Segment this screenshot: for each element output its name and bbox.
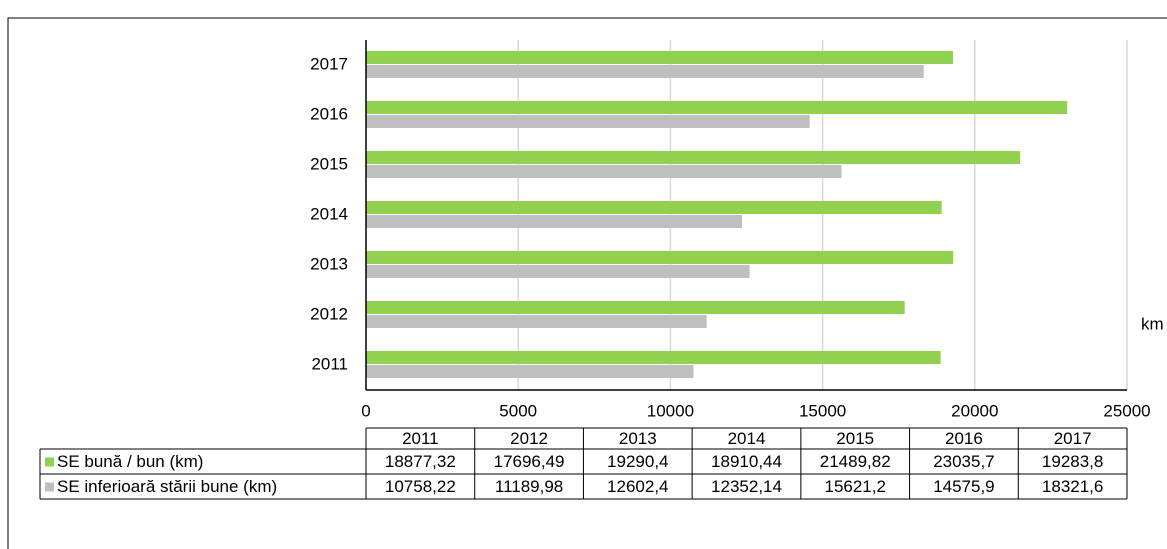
table-cell: 15621,2 bbox=[824, 477, 885, 496]
table-cell: 18321,6 bbox=[1042, 477, 1103, 496]
x-tick-label: 25000 bbox=[1103, 401, 1150, 420]
bar bbox=[366, 151, 1021, 164]
bar bbox=[366, 115, 810, 128]
y-tick-label: 2017 bbox=[310, 54, 348, 73]
table-cell: 17696,49 bbox=[494, 452, 565, 471]
y-tick-label: 2014 bbox=[310, 204, 348, 223]
y-tick-label: 2012 bbox=[310, 304, 348, 323]
legend-label: SE bună / bun (km) bbox=[57, 452, 203, 471]
y-tick-label: 2015 bbox=[310, 154, 348, 173]
x-axis-label: km bbox=[1141, 314, 1164, 333]
bar bbox=[366, 215, 742, 228]
x-tick-label: 5000 bbox=[499, 401, 537, 420]
table-cell: 12602,4 bbox=[607, 477, 668, 496]
bar bbox=[366, 251, 954, 264]
y-tick-label: 2011 bbox=[311, 354, 348, 373]
bar bbox=[366, 65, 924, 78]
x-tick-label: 10000 bbox=[647, 401, 694, 420]
legend-swatch bbox=[45, 482, 54, 492]
bar bbox=[366, 365, 694, 378]
y-tick-label: 2016 bbox=[310, 104, 348, 123]
table-cell: 14575,9 bbox=[933, 477, 994, 496]
bar bbox=[366, 301, 905, 314]
table-cell: 11189,98 bbox=[495, 477, 563, 496]
table-cell: 23035,7 bbox=[933, 452, 994, 471]
table-cell: 18877,32 bbox=[385, 452, 456, 471]
x-tick-label: 20000 bbox=[951, 401, 998, 420]
table-header: 2017 bbox=[1054, 429, 1092, 448]
bar bbox=[366, 165, 842, 178]
legend-label: SE inferioară stării bune (km) bbox=[57, 477, 277, 496]
x-tick-label: 0 bbox=[361, 401, 370, 420]
table-header: 2015 bbox=[836, 429, 874, 448]
bar bbox=[366, 351, 941, 364]
y-tick-label: 2013 bbox=[310, 254, 348, 273]
bar bbox=[366, 51, 953, 64]
bar bbox=[366, 265, 750, 278]
table-cell: 10758,22 bbox=[385, 477, 456, 496]
legend-swatch bbox=[45, 457, 54, 467]
table-cell: 18910,44 bbox=[711, 452, 782, 471]
bar bbox=[366, 201, 942, 214]
table-cell: 19290,4 bbox=[607, 452, 668, 471]
table-header: 2013 bbox=[619, 429, 657, 448]
table-cell: 19283,8 bbox=[1042, 452, 1103, 471]
table-header: 2014 bbox=[728, 429, 766, 448]
table-cell: 12352,14 bbox=[711, 477, 782, 496]
table-header: 2011 bbox=[402, 429, 439, 448]
table-header: 2016 bbox=[945, 429, 983, 448]
bar bbox=[366, 315, 707, 328]
chart-border bbox=[7, 17, 1167, 549]
x-tick-label: 15000 bbox=[799, 401, 846, 420]
table-cell: 21489,82 bbox=[820, 452, 891, 471]
bar bbox=[366, 101, 1068, 114]
table-header: 2012 bbox=[510, 429, 548, 448]
